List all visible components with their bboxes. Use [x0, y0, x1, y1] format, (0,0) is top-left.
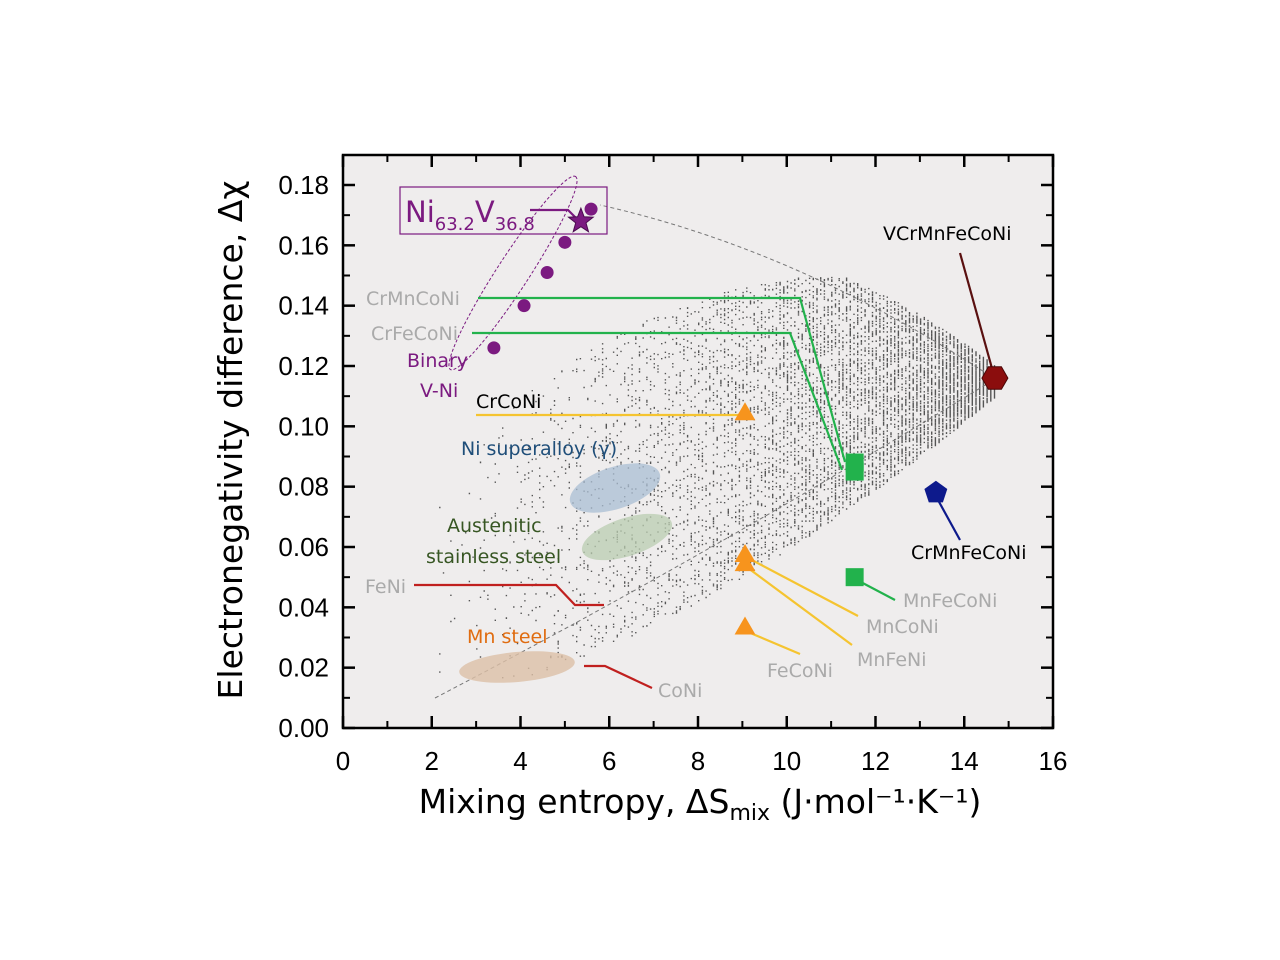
marker-triangle-crconi [734, 402, 756, 421]
leader-line-vcrmnfeconi [958, 252, 995, 373]
leader-line-feni [414, 583, 604, 607]
marker-triangle-mnconi [734, 544, 756, 562]
ni-v-box [399, 186, 608, 235]
x-tick-label: 10 [772, 746, 801, 776]
x-tick-label: 12 [861, 746, 890, 776]
label-ni-v: Ni63.2V36.8 [405, 195, 535, 235]
binary-vni-ellipse [448, 175, 578, 371]
y-tick-label: 0.04 [278, 592, 329, 622]
label-mnfeconi: MnFeCoNi [903, 590, 997, 612]
label-crmnfeconi: CrMnFeCoNi [911, 542, 1026, 564]
leader-lines [414, 208, 995, 689]
x-tick-label: 2 [425, 746, 439, 776]
label-feni: FeNi [365, 576, 406, 598]
y-tick-label: 0.00 [278, 713, 329, 743]
plot-background [343, 155, 1053, 728]
x-tick-label: 0 [336, 746, 350, 776]
label-mn-steel: Mn steel [467, 626, 547, 648]
label-stainless: stainless steel [426, 546, 561, 568]
y-tick-label: 0.06 [278, 532, 329, 562]
label-ni-v-element-ni: Ni [405, 195, 435, 229]
label-ni-superalloy: Ni superalloy (γ) [461, 438, 617, 460]
leader-line-feconi [747, 630, 801, 656]
leader-line-mnfeni [747, 567, 853, 646]
marker-circle [487, 341, 501, 355]
label-ni-v-element-v: V [475, 195, 495, 229]
label-binary: Binary [407, 350, 468, 372]
x-tick-label: 6 [602, 746, 616, 776]
marker-triangle-mnfeni [734, 553, 756, 572]
leader-line-crmnfeconi [937, 499, 961, 541]
leader-line-mnconi [747, 557, 859, 617]
label-vni: V-Ni [420, 380, 458, 402]
label-coni: CoNi [658, 680, 702, 702]
annotations: Ni63.2V36.8 CrMnCoNi CrFeCoNi Binary V-N… [365, 195, 1026, 702]
y-tick-label: 0.16 [278, 230, 329, 260]
region-austenitic [581, 513, 673, 561]
x-tick-label: 16 [1039, 746, 1068, 776]
y-tick-label: 0.18 [278, 170, 329, 200]
y-tick-label: 0.08 [278, 472, 329, 502]
marker-circle [558, 235, 572, 249]
leader-line-crfeconi [472, 331, 844, 471]
leader-line-coni [584, 664, 653, 689]
leader-line-crmnconi [478, 296, 847, 463]
region-mn-steel [459, 651, 575, 683]
label-mnfeni: MnFeNi [857, 649, 927, 671]
label-austenitic: Austenitic [447, 515, 542, 537]
marker-hexagon-vcrmnfeconi [981, 366, 1009, 390]
label-mnconi: MnCoNi [866, 616, 939, 638]
marker-circle [517, 299, 531, 313]
marker-square-crfeconi [845, 462, 864, 481]
y-axis-label: Electronegativity difference, Δχ [211, 181, 250, 700]
y-tick-label: 0.14 [278, 291, 329, 321]
label-vcrmnfeconi: VCrMnFeCoNi [883, 223, 1011, 245]
marker-triangle-feconi [734, 616, 756, 635]
label-crconi: CrCoNi [476, 391, 541, 413]
envelope-curve [434, 204, 996, 699]
label-crfeconi: CrFeCoNi [371, 323, 458, 345]
x-axis-label-unit: (J·mol⁻¹·K⁻¹) [770, 782, 981, 821]
region-ni-superalloy [569, 463, 661, 513]
label-ni-v-subscript-ni: 63.2 [435, 214, 475, 235]
marker-pentagon-crmnfeconi [924, 480, 948, 503]
marker-square-mnfeconi [845, 568, 864, 587]
x-axis-label-subscript: mix [729, 801, 770, 826]
label-crmnconi: CrMnCoNi [366, 288, 460, 310]
data-marks [487, 202, 1009, 635]
x-axis-label-text: Mixing entropy, ΔS [419, 782, 730, 821]
marker-circle [540, 265, 554, 279]
marker-circle [584, 202, 598, 216]
x-axis-label: Mixing entropy, ΔSmix (J·mol⁻¹·K⁻¹) [419, 782, 982, 826]
axes: 0 2 4 6 8 10 12 14 16 0.00 0.02 0.04 0.06 0.08 0.10 0.1… [278, 155, 1067, 776]
x-tick-label: 8 [691, 746, 705, 776]
x-tick-label: 14 [950, 746, 979, 776]
label-feconi: FeCoNi [767, 660, 833, 682]
y-tick-label: 0.12 [278, 351, 329, 381]
y-tick-label: 0.10 [278, 411, 329, 441]
y-tick-label: 0.02 [278, 653, 329, 683]
marker-star [567, 206, 595, 233]
x-tick-label: 4 [513, 746, 527, 776]
label-ni-v-subscript-v: 36.8 [495, 214, 535, 235]
